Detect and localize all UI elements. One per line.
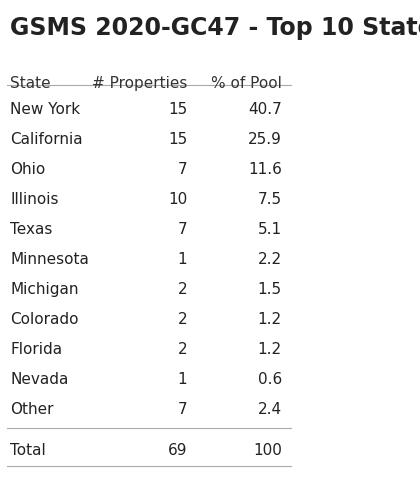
- Text: 7: 7: [178, 402, 187, 417]
- Text: 2.2: 2.2: [258, 252, 282, 267]
- Text: 40.7: 40.7: [248, 102, 282, 116]
- Text: 2: 2: [178, 342, 187, 357]
- Text: 1.2: 1.2: [258, 342, 282, 357]
- Text: Michigan: Michigan: [10, 282, 79, 297]
- Text: % of Pool: % of Pool: [211, 76, 282, 92]
- Text: GSMS 2020-GC47 - Top 10 States: GSMS 2020-GC47 - Top 10 States: [10, 16, 420, 40]
- Text: Nevada: Nevada: [10, 372, 68, 387]
- Text: 0.6: 0.6: [257, 372, 282, 387]
- Text: Texas: Texas: [10, 222, 52, 237]
- Text: 5.1: 5.1: [258, 222, 282, 237]
- Text: State: State: [10, 76, 51, 92]
- Text: # Properties: # Properties: [92, 76, 187, 92]
- Text: 1.5: 1.5: [258, 282, 282, 297]
- Text: 69: 69: [168, 443, 187, 458]
- Text: 100: 100: [253, 443, 282, 458]
- Text: 1.2: 1.2: [258, 312, 282, 327]
- Text: California: California: [10, 131, 83, 147]
- Text: Total: Total: [10, 443, 46, 458]
- Text: Ohio: Ohio: [10, 162, 45, 177]
- Text: 15: 15: [168, 102, 187, 116]
- Text: Illinois: Illinois: [10, 192, 59, 206]
- Text: Colorado: Colorado: [10, 312, 79, 327]
- Text: 2: 2: [178, 282, 187, 297]
- Text: 2.4: 2.4: [258, 402, 282, 417]
- Text: Minnesota: Minnesota: [10, 252, 89, 267]
- Text: Florida: Florida: [10, 342, 63, 357]
- Text: 2: 2: [178, 312, 187, 327]
- Text: 1: 1: [178, 252, 187, 267]
- Text: 1: 1: [178, 372, 187, 387]
- Text: 15: 15: [168, 131, 187, 147]
- Text: Other: Other: [10, 402, 54, 417]
- Text: 25.9: 25.9: [248, 131, 282, 147]
- Text: New York: New York: [10, 102, 80, 116]
- Text: 7: 7: [178, 162, 187, 177]
- Text: 7.5: 7.5: [258, 192, 282, 206]
- Text: 11.6: 11.6: [248, 162, 282, 177]
- Text: 10: 10: [168, 192, 187, 206]
- Text: 7: 7: [178, 222, 187, 237]
